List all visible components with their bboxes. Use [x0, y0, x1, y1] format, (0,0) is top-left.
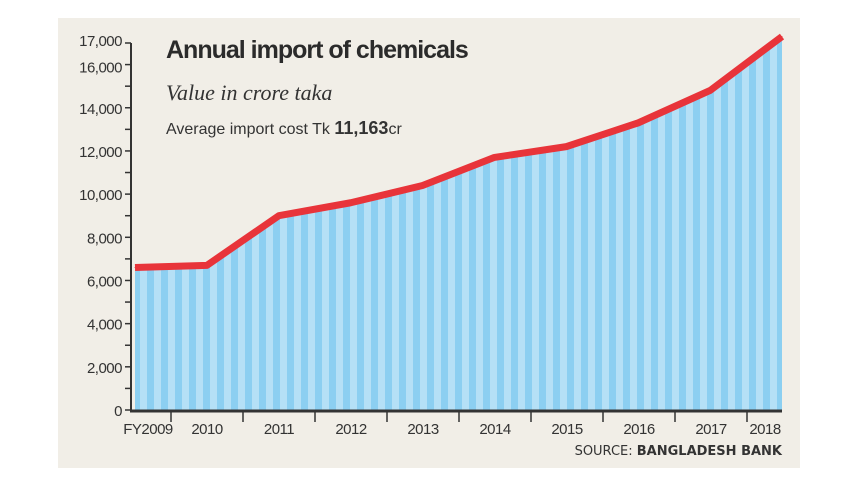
data-point-2017	[709, 89, 711, 91]
y-tick-label: 0	[114, 403, 122, 420]
data-point-2012	[350, 202, 352, 204]
y-tick-label: 4,000	[87, 317, 122, 334]
y-tick-label: 14,000	[79, 101, 122, 118]
x-tick-label: 2013	[407, 421, 439, 438]
x-tick-label: 2015	[551, 421, 583, 438]
y-tick-label: 12,000	[79, 144, 122, 161]
source-note: SOURCE: BANGLADESH BANK	[575, 444, 783, 459]
data-point-2010	[206, 264, 208, 266]
data-point-2015	[565, 146, 567, 148]
data-point-FY2009	[134, 267, 136, 269]
x-tick-label: 2016	[623, 421, 655, 438]
y-tick-label: 17,000	[79, 33, 122, 50]
x-tick-label: 2014	[479, 421, 511, 438]
x-tick-label: FY2009	[123, 421, 173, 438]
chart-subtitle: Value in crore taka	[166, 80, 332, 105]
x-tick-label: 2017	[695, 421, 727, 438]
average-annotation: Average import cost Tk 11,163cr	[166, 118, 402, 138]
x-tick-label: 2011	[264, 421, 294, 438]
x-tick-label: 2010	[191, 421, 223, 438]
chart-title: Annual import of chemicals	[166, 36, 468, 64]
x-tick-label: 2012	[335, 421, 367, 438]
data-point-2013	[422, 184, 424, 186]
y-tick-label: 2,000	[87, 360, 122, 377]
data-point-2018	[781, 36, 783, 38]
y-tick-label: 8,000	[87, 230, 122, 247]
data-point-2016	[637, 122, 639, 124]
data-point-2011	[278, 215, 280, 217]
y-tick-label: 10,000	[79, 187, 122, 204]
series-line	[134, 33, 785, 272]
y-tick-label: 16,000	[79, 60, 122, 77]
data-point-2014	[493, 156, 495, 158]
x-tick-label: 2018	[749, 421, 781, 438]
y-tick-label: 6,000	[87, 273, 122, 290]
